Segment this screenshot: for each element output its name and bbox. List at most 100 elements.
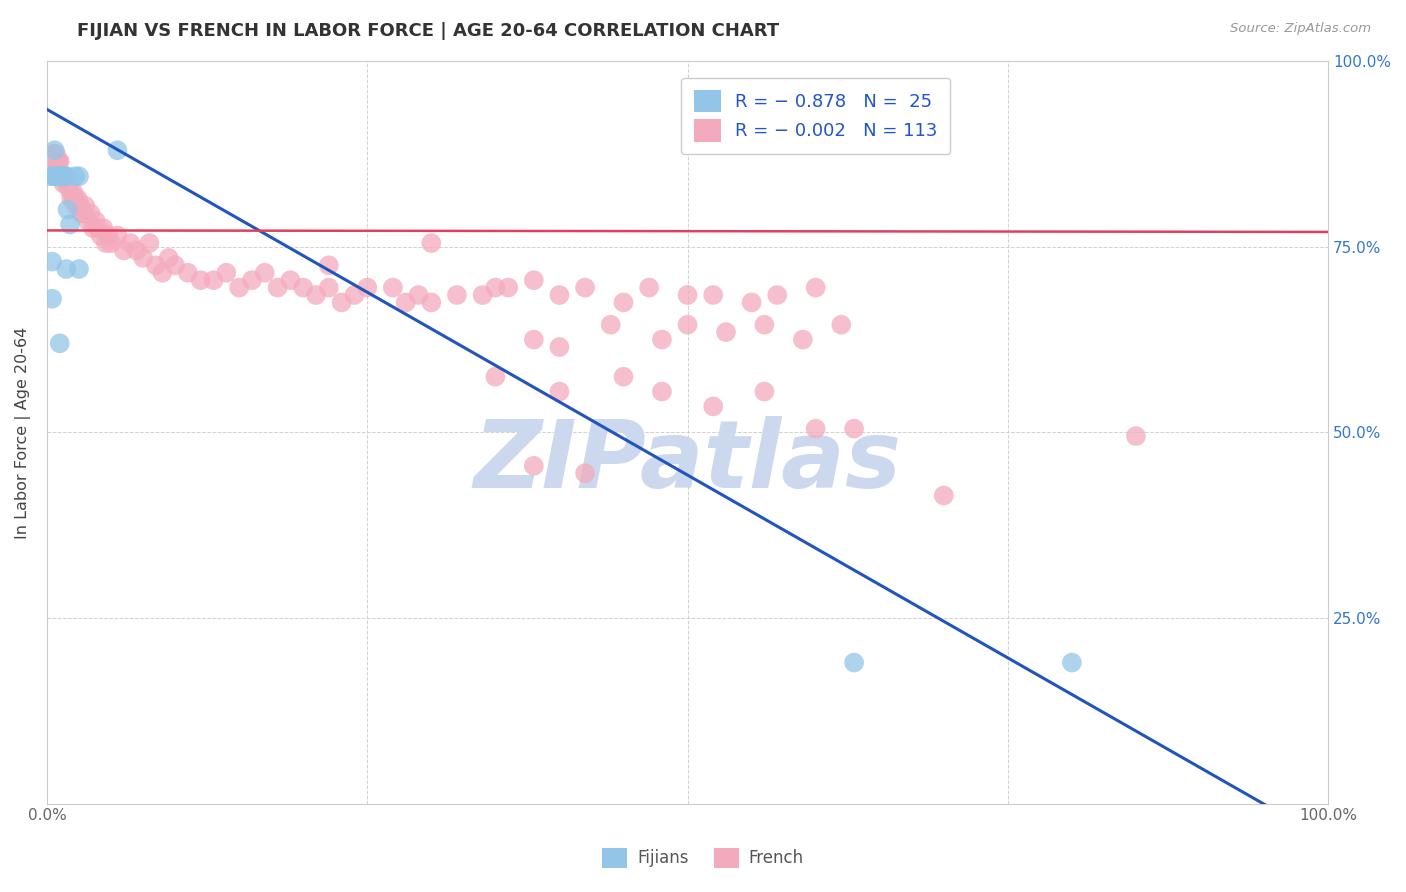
Point — [107, 228, 129, 243]
Point — [202, 273, 225, 287]
Point — [48, 169, 70, 184]
Point — [42, 169, 65, 184]
Point — [548, 288, 571, 302]
Point — [842, 422, 865, 436]
Point — [63, 192, 86, 206]
Point — [41, 292, 63, 306]
Point — [842, 656, 865, 670]
Point — [484, 280, 506, 294]
Text: ZIPatlas: ZIPatlas — [474, 416, 901, 508]
Point — [830, 318, 852, 332]
Point — [523, 273, 546, 287]
Point — [145, 258, 167, 272]
Point — [56, 202, 79, 217]
Point — [94, 235, 117, 250]
Point — [107, 143, 129, 157]
Point — [804, 280, 827, 294]
Point — [676, 288, 699, 302]
Y-axis label: In Labor Force | Age 20-64: In Labor Force | Age 20-64 — [15, 326, 31, 539]
Point — [496, 280, 519, 294]
Point — [48, 169, 70, 184]
Point — [39, 161, 62, 176]
Point — [932, 488, 955, 502]
Point — [93, 221, 115, 235]
Point — [754, 318, 776, 332]
Point — [280, 273, 302, 287]
Point — [53, 169, 76, 184]
Point — [39, 169, 62, 184]
Point — [523, 458, 546, 473]
Point — [330, 295, 353, 310]
Point — [804, 422, 827, 436]
Point — [612, 295, 634, 310]
Point — [446, 288, 468, 302]
Point — [381, 280, 404, 294]
Point — [741, 295, 763, 310]
Point — [305, 288, 328, 302]
Point — [56, 177, 79, 191]
Point — [548, 340, 571, 354]
Point — [44, 147, 66, 161]
Text: FIJIAN VS FRENCH IN LABOR FORCE | AGE 20-64 CORRELATION CHART: FIJIAN VS FRENCH IN LABOR FORCE | AGE 20… — [77, 22, 779, 40]
Point — [55, 262, 77, 277]
Point — [523, 333, 546, 347]
Point — [408, 288, 430, 302]
Point — [714, 325, 737, 339]
Point — [75, 199, 97, 213]
Point — [84, 214, 107, 228]
Point — [702, 288, 724, 302]
Point — [70, 206, 93, 220]
Point — [766, 288, 789, 302]
Point — [49, 336, 72, 351]
Point — [45, 161, 67, 176]
Point — [420, 295, 443, 310]
Point — [62, 184, 84, 198]
Point — [42, 161, 65, 176]
Point — [150, 266, 173, 280]
Point — [69, 199, 91, 213]
Point — [44, 169, 66, 184]
Point — [395, 295, 418, 310]
Point — [125, 244, 148, 258]
Point — [471, 288, 494, 302]
Point — [41, 161, 63, 176]
Point — [51, 169, 73, 184]
Point — [318, 280, 340, 294]
Point — [651, 333, 673, 347]
Point — [49, 169, 72, 184]
Point — [87, 221, 110, 235]
Point — [420, 235, 443, 250]
Point — [190, 273, 212, 287]
Point — [67, 169, 90, 184]
Point — [90, 228, 112, 243]
Point — [45, 147, 67, 161]
Point — [49, 169, 72, 184]
Point — [100, 235, 122, 250]
Point — [55, 169, 77, 184]
Point — [67, 199, 90, 213]
Point — [67, 262, 90, 277]
Point — [58, 177, 80, 191]
Point — [59, 218, 82, 232]
Point — [72, 206, 94, 220]
Point — [49, 169, 72, 184]
Legend: R = − 0.878   N =  25, R = − 0.002   N = 113: R = − 0.878 N = 25, R = − 0.002 N = 113 — [681, 78, 950, 154]
Point — [356, 280, 378, 294]
Point — [59, 184, 82, 198]
Point — [77, 214, 100, 228]
Point — [49, 169, 72, 184]
Point — [46, 169, 69, 184]
Point — [754, 384, 776, 399]
Point — [120, 235, 142, 250]
Point — [240, 273, 263, 287]
Point — [548, 384, 571, 399]
Point — [177, 266, 200, 280]
Point — [48, 154, 70, 169]
Point — [599, 318, 621, 332]
Text: Source: ZipAtlas.com: Source: ZipAtlas.com — [1230, 22, 1371, 36]
Point — [53, 169, 76, 184]
Point — [55, 177, 77, 191]
Point — [41, 254, 63, 268]
Point — [65, 199, 87, 213]
Point — [112, 244, 135, 258]
